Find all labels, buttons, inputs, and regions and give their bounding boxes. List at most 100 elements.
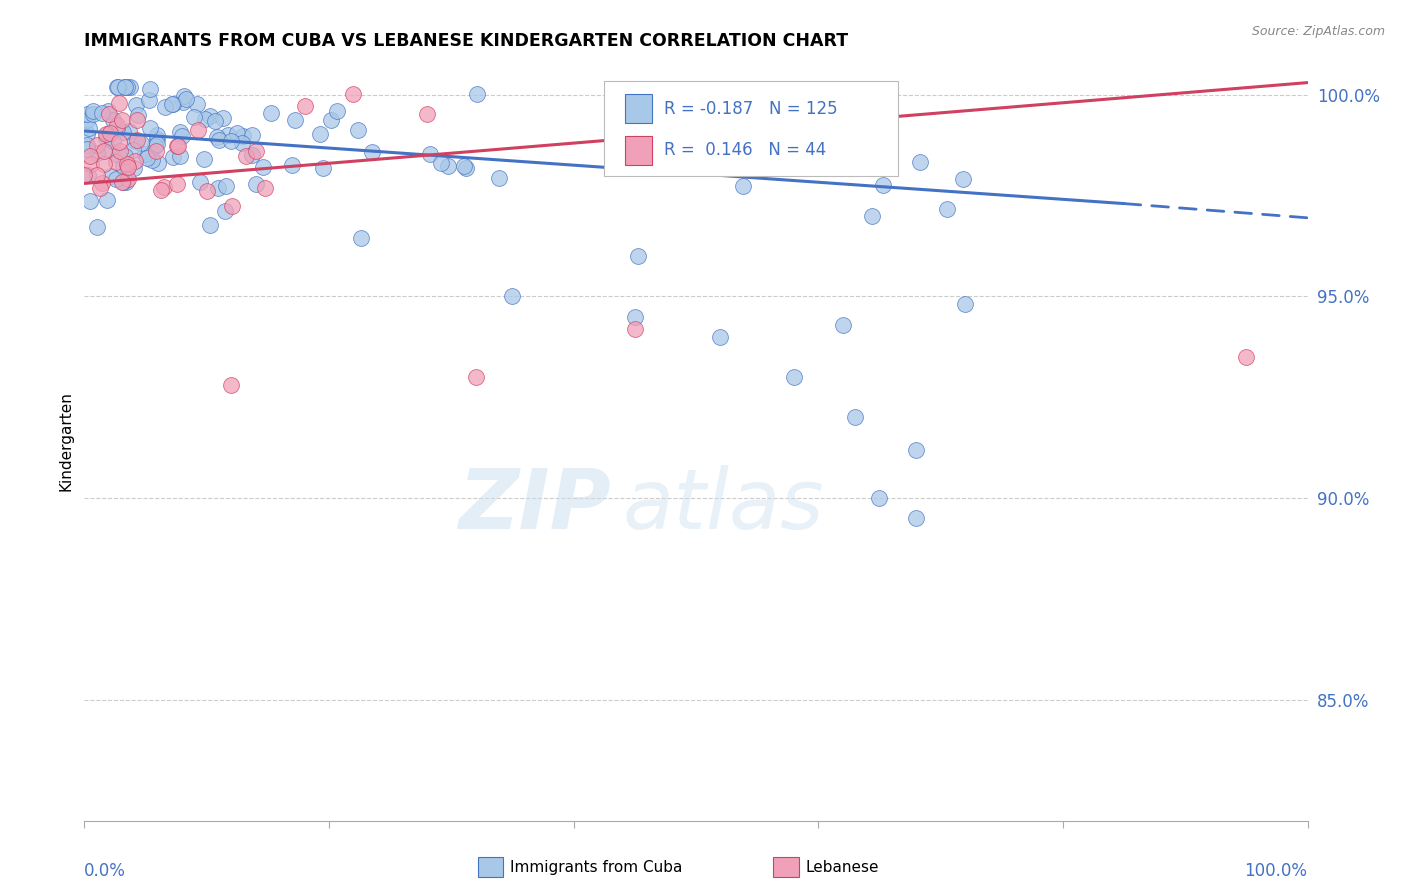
Point — [193, 112, 215, 126]
Point — [212, 111, 235, 125]
Point — [134, 147, 156, 161]
Point — [108, 135, 131, 149]
Point — [96, 193, 118, 207]
Point — [502, 289, 524, 303]
Point — [124, 153, 146, 168]
Point — [214, 204, 236, 219]
Point — [188, 175, 211, 189]
Point — [235, 149, 257, 163]
Point — [90, 105, 112, 120]
Point — [162, 150, 184, 164]
Point — [114, 149, 136, 163]
Point — [86, 146, 108, 161]
Point — [284, 113, 307, 128]
Point — [347, 122, 370, 136]
Point — [86, 220, 108, 235]
Point — [127, 108, 149, 122]
Point — [464, 370, 486, 384]
Point — [143, 138, 166, 153]
Point — [89, 180, 111, 194]
Point — [214, 179, 236, 194]
Point — [225, 126, 247, 140]
Point — [204, 113, 226, 128]
Point — [240, 148, 263, 162]
Point — [326, 104, 349, 119]
Point — [82, 106, 104, 120]
Point — [146, 136, 169, 151]
Point — [76, 138, 98, 153]
Point — [219, 378, 242, 392]
Point — [208, 133, 231, 147]
Point — [118, 124, 141, 138]
FancyBboxPatch shape — [626, 95, 652, 123]
Point — [166, 177, 188, 191]
Text: Source: ZipAtlas.com: Source: ZipAtlas.com — [1251, 25, 1385, 38]
Point — [105, 171, 128, 186]
Point — [245, 177, 267, 191]
Point — [111, 112, 134, 127]
Point — [105, 118, 128, 132]
Point — [624, 310, 647, 324]
Point — [145, 145, 167, 159]
Point — [76, 112, 98, 127]
Point — [138, 82, 160, 96]
Point — [124, 134, 146, 148]
Point — [360, 145, 382, 159]
Point — [94, 130, 117, 145]
Point — [115, 175, 138, 189]
Point — [146, 128, 169, 142]
Point — [232, 128, 254, 143]
FancyBboxPatch shape — [626, 136, 652, 165]
Point — [77, 168, 100, 182]
Point — [910, 155, 932, 169]
Point — [953, 297, 976, 311]
Point — [342, 87, 364, 101]
Point — [117, 160, 139, 174]
Point — [240, 128, 263, 142]
Point — [97, 128, 120, 142]
Point — [76, 142, 98, 156]
Point — [80, 157, 103, 171]
Point — [103, 112, 125, 127]
Point — [783, 370, 806, 384]
Point — [86, 169, 108, 183]
Point — [627, 249, 650, 263]
Point — [172, 128, 194, 143]
Point — [205, 130, 228, 145]
Point — [77, 120, 100, 135]
Point — [117, 157, 139, 171]
Point — [98, 107, 121, 121]
Point — [150, 183, 173, 197]
Point — [146, 156, 169, 170]
Point — [231, 136, 253, 150]
Point — [117, 161, 139, 176]
Point — [117, 171, 139, 186]
Point — [127, 133, 149, 147]
Point — [100, 169, 122, 183]
Text: Lebanese: Lebanese — [806, 860, 879, 874]
Point — [138, 93, 160, 107]
Point — [162, 96, 184, 111]
Point — [105, 79, 128, 94]
Point — [198, 109, 221, 123]
Point — [281, 158, 304, 172]
Point — [294, 99, 316, 113]
Point — [221, 199, 243, 213]
Point — [118, 79, 141, 94]
Point — [139, 120, 162, 135]
Point — [416, 107, 439, 121]
Point — [245, 144, 267, 158]
Point — [624, 321, 647, 335]
Point — [844, 410, 866, 425]
Point — [952, 172, 974, 186]
Point — [319, 112, 342, 127]
Point — [107, 148, 129, 162]
Text: ZIP: ZIP — [458, 466, 610, 547]
Point — [104, 155, 127, 169]
Point — [193, 153, 215, 167]
Point — [101, 134, 124, 148]
Point — [93, 157, 115, 171]
Point — [252, 160, 274, 174]
Point — [153, 179, 176, 194]
Point — [97, 143, 120, 157]
